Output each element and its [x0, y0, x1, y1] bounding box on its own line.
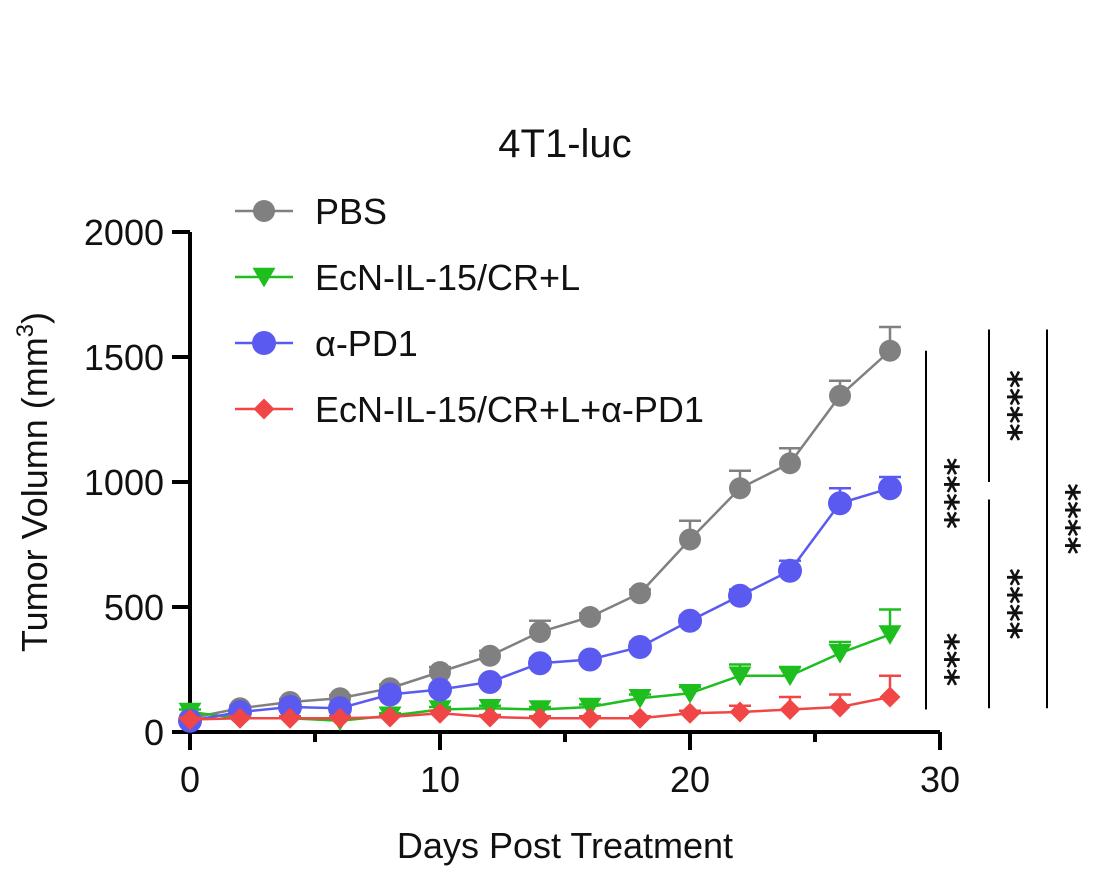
data-point: [728, 583, 752, 608]
data-point: [428, 677, 452, 702]
significance-bracket: ****: [1046, 329, 1087, 709]
data-point: [379, 706, 401, 728]
data-point: [279, 707, 301, 729]
legend-item: PBS: [235, 191, 387, 232]
legend-label: EcN-IL-15/CR+L: [315, 257, 580, 298]
legend-label: PBS: [315, 191, 387, 232]
legend-label: α-PD1: [315, 323, 418, 364]
significance-annotations: *******************: [925, 329, 1087, 710]
data-point: [578, 697, 602, 718]
data-point: [678, 608, 702, 633]
x-tick-label: 20: [670, 759, 710, 800]
data-point: [829, 384, 851, 407]
data-point: [429, 661, 451, 683]
data-point: [728, 666, 752, 687]
data-point: [828, 491, 852, 516]
data-point: [529, 707, 551, 729]
data-point: [729, 701, 751, 723]
data-point: [478, 670, 502, 694]
data-point: [679, 702, 701, 724]
data-point: [629, 707, 651, 729]
data-point: [628, 689, 652, 709]
significance-label: ****: [989, 568, 1029, 639]
legend-marker: [253, 398, 275, 420]
significance-label: ****: [926, 458, 966, 529]
data-point: [878, 625, 902, 645]
data-point: [479, 706, 501, 728]
x-tick-label: 30: [920, 759, 960, 800]
chart-title: 4T1-luc: [498, 122, 631, 166]
data-point: [578, 647, 602, 672]
axis-ticks: 0 500 1000 1500 2000 0 10 20 30: [84, 212, 960, 800]
y-axis-label-suffix: ): [14, 312, 55, 324]
legend-item: EcN-IL-15/CR+L: [235, 257, 580, 298]
y-tick-label: 1500: [84, 337, 164, 378]
data-point: [879, 686, 901, 708]
data-point: [779, 699, 801, 720]
data-point: [229, 707, 251, 729]
data-point: [528, 651, 552, 676]
legend-label: EcN-IL-15/CR+L+α-PD1: [315, 389, 704, 430]
data-point: [179, 709, 201, 730]
y-axis-label: Tumor Volumn (mm3): [12, 312, 55, 652]
data-point: [829, 696, 851, 718]
significance-bracket: ****: [925, 350, 966, 636]
data-point: [878, 476, 902, 501]
data-point: [729, 477, 751, 500]
legend-marker: [252, 331, 276, 355]
data-point: [378, 682, 402, 707]
x-tick-label: 0: [180, 759, 200, 800]
data-point: [679, 528, 701, 551]
significance-label: ***: [926, 633, 966, 687]
y-axis-label-main: Tumor Volumn (mm: [14, 337, 55, 652]
data-point: [828, 644, 852, 664]
legend-item: α-PD1: [235, 323, 418, 364]
y-axis-label-superscript: 3: [12, 324, 39, 337]
y-tick-label: 0: [144, 712, 164, 753]
y-tick-label: 1000: [84, 462, 164, 503]
significance-bracket: ****: [988, 329, 1029, 482]
data-point: [529, 621, 551, 643]
series-line: [189, 487, 891, 722]
legend-marker: [252, 267, 276, 288]
data-point: [778, 558, 802, 583]
data-point: [479, 644, 501, 667]
y-tick-label: 500: [104, 587, 164, 628]
data-series: [178, 325, 902, 733]
legend-item: EcN-IL-15/CR+L+α-PD1: [235, 389, 704, 430]
series-3: [179, 674, 901, 730]
significance-label: ****: [1047, 483, 1087, 554]
y-tick-label: 2000: [84, 212, 164, 253]
significance-bracket: ***: [925, 609, 966, 710]
axes: [188, 232, 940, 734]
legend-marker: [253, 200, 275, 222]
data-point: [579, 606, 601, 628]
significance-label: ****: [989, 370, 1029, 441]
data-point: [329, 707, 351, 729]
data-point: [778, 666, 802, 687]
x-axis-label: Days Post Treatment: [397, 825, 733, 866]
significance-bracket: ****: [988, 499, 1029, 709]
data-point: [429, 702, 451, 724]
data-point: [678, 684, 702, 704]
data-point: [879, 339, 901, 362]
data-point: [278, 695, 302, 719]
x-tick-label: 10: [420, 759, 460, 800]
data-point: [579, 707, 601, 729]
data-point: [628, 635, 652, 659]
data-point: [779, 452, 801, 475]
legend: PBS EcN-IL-15/CR+L α-PD1 EcN-IL-15/CR+L+α-P…: [235, 191, 704, 430]
data-point: [629, 582, 651, 605]
